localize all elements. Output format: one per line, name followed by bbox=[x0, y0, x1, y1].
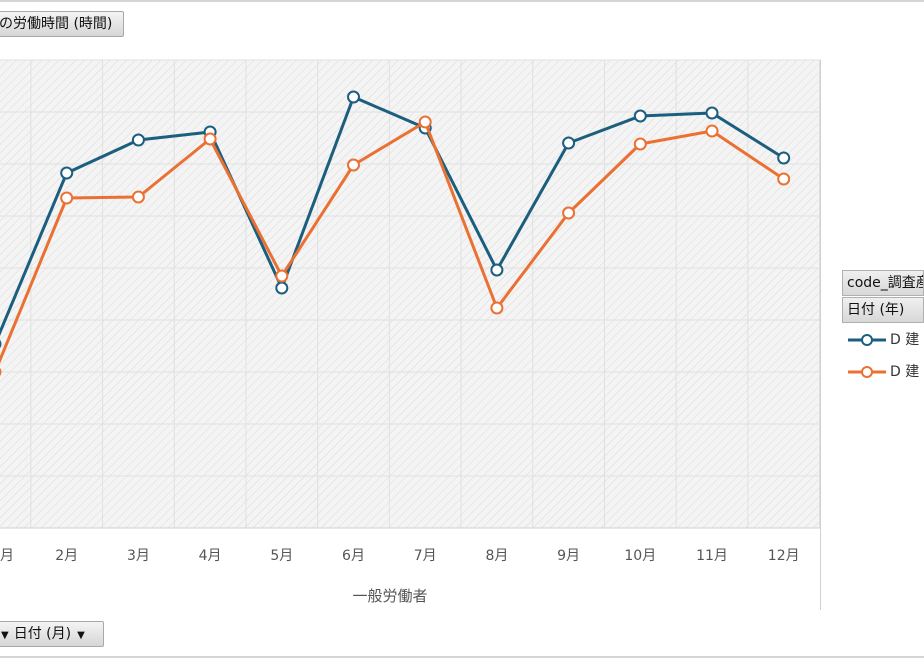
x-tick-label: 2月 bbox=[55, 548, 78, 564]
series-2-point[interactable] bbox=[203, 132, 217, 146]
series-2-point[interactable] bbox=[347, 158, 360, 172]
series-1-point[interactable] bbox=[705, 106, 719, 120]
series-1-point[interactable] bbox=[633, 109, 647, 123]
series-2-point[interactable] bbox=[705, 124, 719, 138]
series-1-point[interactable] bbox=[0, 339, 2, 350]
dropdown-arrow-icon[interactable]: ▼ bbox=[77, 630, 85, 641]
series-2 bbox=[0, 115, 791, 378]
series-2-point[interactable] bbox=[275, 269, 289, 283]
legend-item-series-2[interactable]: D 建 bbox=[846, 361, 924, 383]
series-2-line bbox=[0, 120, 785, 364]
series-1-point[interactable] bbox=[562, 136, 576, 150]
filter-icon: ▼ bbox=[1, 630, 9, 641]
series-1 bbox=[0, 90, 791, 350]
series-2-point[interactable] bbox=[131, 190, 145, 204]
frame-top-border bbox=[0, 0, 924, 2]
legend-marker-series-2 bbox=[848, 366, 886, 378]
gridlines bbox=[0, 59, 821, 529]
x-tick-label: 月 bbox=[0, 548, 14, 564]
legend-marker-series-1 bbox=[848, 334, 886, 346]
legend-subtitle-field[interactable]: 日付 (年) bbox=[842, 297, 924, 323]
series-1-point[interactable] bbox=[131, 133, 145, 147]
series-2-point[interactable] bbox=[0, 367, 2, 378]
series-1-point[interactable] bbox=[60, 166, 74, 180]
x-axis-title: 一般労働者 bbox=[352, 587, 427, 605]
series-2-point[interactable] bbox=[490, 301, 504, 315]
series-1-point[interactable] bbox=[490, 263, 504, 277]
value-field-button[interactable]: の労働時間 (時間) bbox=[0, 11, 124, 37]
series-1-point[interactable] bbox=[347, 90, 360, 104]
x-tick-label: 12月 bbox=[768, 548, 800, 564]
frame-bottom-border bbox=[0, 656, 924, 658]
legend-label-series-2: D 建 bbox=[890, 364, 920, 380]
series-2-point[interactable] bbox=[777, 172, 791, 186]
x-tick-label: 3月 bbox=[127, 548, 150, 564]
series-2-point[interactable] bbox=[633, 137, 647, 151]
x-tick-label: 11月 bbox=[696, 548, 728, 564]
legend-label-series-1: D 建 bbox=[890, 332, 920, 348]
x-tick-labels: 月 2月 3月 4月 5月 6月 7月 8月 9月 10月 11月 12月 bbox=[0, 548, 800, 564]
legend-item-series-1[interactable]: D 建 bbox=[846, 329, 924, 351]
legend-title: code_調査産 bbox=[842, 270, 924, 296]
x-tick-label: 9月 bbox=[557, 548, 580, 564]
x-tick-label: 5月 bbox=[270, 548, 293, 564]
x-tick-label: 8月 bbox=[485, 548, 508, 564]
x-tick-label: 6月 bbox=[342, 548, 365, 564]
series-1-point[interactable] bbox=[275, 281, 289, 295]
x-tick-label: 10月 bbox=[624, 548, 656, 564]
series-layer bbox=[0, 90, 791, 378]
axis-field-button[interactable]: ▼ 日付 (月) ▼ bbox=[0, 621, 104, 647]
x-tick-label: 7月 bbox=[414, 548, 437, 564]
series-2-point[interactable] bbox=[418, 115, 432, 129]
axis-field-label: 日付 (月) bbox=[13, 626, 72, 642]
series-2-point[interactable] bbox=[562, 206, 576, 220]
series-2-point[interactable] bbox=[60, 191, 74, 205]
value-field-label: の労働時間 (時間) bbox=[0, 16, 113, 32]
series-1-line bbox=[0, 95, 785, 336]
series-1-point[interactable] bbox=[777, 151, 791, 165]
x-tick-label: 4月 bbox=[199, 548, 222, 564]
